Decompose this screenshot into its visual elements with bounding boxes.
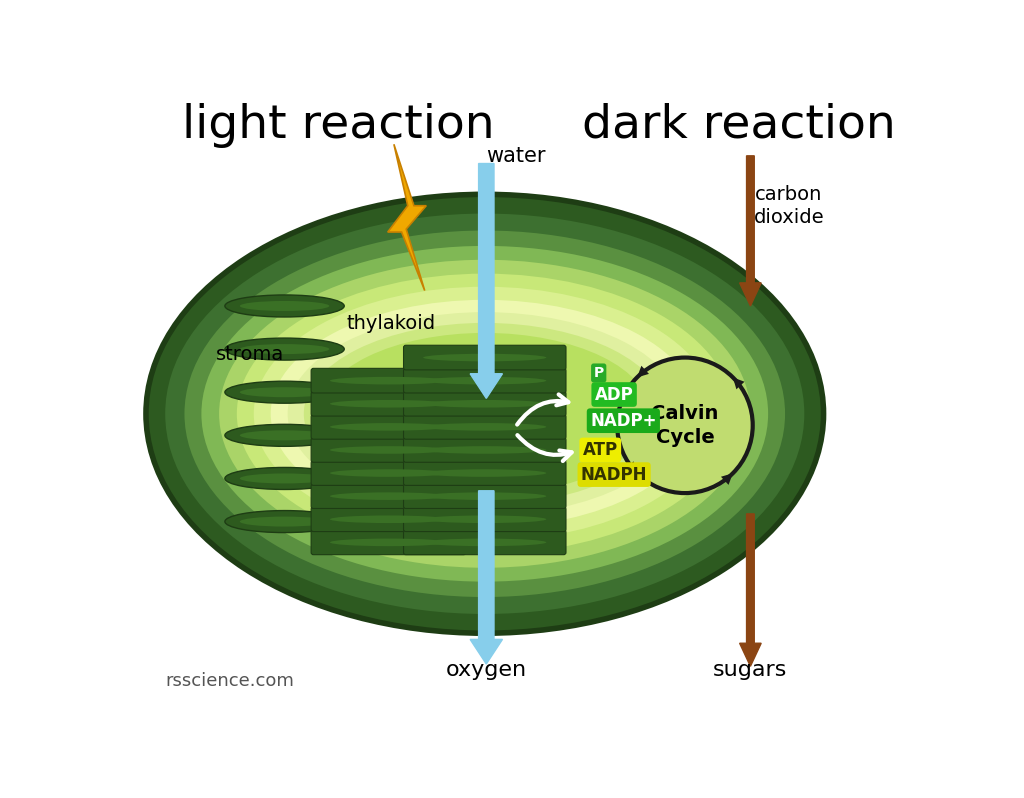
FancyArrow shape — [470, 491, 503, 664]
Ellipse shape — [225, 511, 344, 532]
FancyBboxPatch shape — [403, 369, 566, 393]
Polygon shape — [388, 144, 426, 290]
Ellipse shape — [225, 425, 344, 446]
Ellipse shape — [423, 423, 547, 431]
FancyBboxPatch shape — [387, 450, 486, 470]
Ellipse shape — [146, 195, 823, 634]
FancyBboxPatch shape — [403, 346, 566, 370]
Ellipse shape — [304, 323, 666, 504]
Ellipse shape — [165, 214, 804, 614]
Ellipse shape — [240, 301, 330, 311]
Ellipse shape — [270, 300, 698, 527]
FancyBboxPatch shape — [403, 437, 566, 462]
Ellipse shape — [330, 516, 447, 523]
Ellipse shape — [237, 274, 733, 554]
Ellipse shape — [184, 231, 785, 597]
FancyBboxPatch shape — [387, 531, 486, 551]
Ellipse shape — [423, 377, 547, 385]
Ellipse shape — [423, 492, 547, 500]
FancyBboxPatch shape — [403, 414, 566, 439]
Ellipse shape — [330, 539, 447, 546]
Ellipse shape — [423, 354, 547, 361]
FancyBboxPatch shape — [387, 504, 486, 523]
Ellipse shape — [225, 468, 344, 489]
FancyBboxPatch shape — [311, 369, 466, 393]
Text: ATP: ATP — [583, 441, 617, 459]
Text: dark reaction: dark reaction — [582, 102, 896, 148]
Ellipse shape — [288, 312, 682, 516]
Ellipse shape — [330, 446, 447, 454]
Text: oxygen: oxygen — [445, 660, 527, 680]
Ellipse shape — [423, 446, 547, 454]
Ellipse shape — [330, 469, 447, 477]
Text: NADPH: NADPH — [581, 465, 647, 484]
Ellipse shape — [240, 473, 330, 484]
Text: sugars: sugars — [714, 660, 787, 680]
FancyBboxPatch shape — [403, 530, 566, 555]
Ellipse shape — [423, 400, 547, 408]
Text: light reaction: light reaction — [182, 102, 495, 148]
FancyBboxPatch shape — [387, 423, 486, 443]
Text: NADP+: NADP+ — [590, 412, 656, 429]
FancyBboxPatch shape — [403, 460, 566, 485]
FancyArrow shape — [739, 156, 761, 306]
Ellipse shape — [240, 516, 330, 527]
FancyBboxPatch shape — [403, 484, 566, 508]
Text: water: water — [485, 146, 546, 166]
FancyBboxPatch shape — [403, 507, 566, 531]
Text: carbon
dioxide: carbon dioxide — [754, 184, 824, 227]
Ellipse shape — [423, 539, 547, 546]
Circle shape — [617, 358, 753, 493]
Ellipse shape — [219, 260, 751, 567]
Ellipse shape — [240, 344, 330, 354]
FancyBboxPatch shape — [311, 414, 466, 439]
Ellipse shape — [240, 387, 330, 397]
Text: stroma: stroma — [216, 345, 284, 364]
Ellipse shape — [423, 516, 547, 523]
FancyBboxPatch shape — [311, 437, 466, 462]
FancyBboxPatch shape — [387, 477, 486, 497]
Text: ADP: ADP — [595, 385, 634, 404]
Text: rsscience.com: rsscience.com — [165, 672, 294, 690]
FancyBboxPatch shape — [311, 460, 466, 485]
FancyBboxPatch shape — [311, 530, 466, 555]
FancyBboxPatch shape — [311, 484, 466, 508]
Ellipse shape — [330, 400, 447, 408]
FancyArrow shape — [739, 514, 761, 666]
Ellipse shape — [330, 492, 447, 500]
Ellipse shape — [225, 381, 344, 403]
Text: P: P — [594, 366, 604, 380]
FancyBboxPatch shape — [311, 507, 466, 531]
Ellipse shape — [330, 423, 447, 431]
Ellipse shape — [225, 338, 344, 360]
Ellipse shape — [423, 469, 547, 477]
Ellipse shape — [330, 377, 447, 385]
Ellipse shape — [225, 295, 344, 317]
Ellipse shape — [240, 430, 330, 440]
Ellipse shape — [202, 246, 768, 582]
FancyBboxPatch shape — [311, 392, 466, 416]
Text: thylakoid: thylakoid — [346, 314, 435, 334]
Ellipse shape — [254, 286, 716, 541]
Ellipse shape — [319, 333, 650, 495]
FancyBboxPatch shape — [403, 392, 566, 416]
FancyArrow shape — [470, 164, 503, 398]
Text: Calvin
Cycle: Calvin Cycle — [651, 404, 719, 447]
